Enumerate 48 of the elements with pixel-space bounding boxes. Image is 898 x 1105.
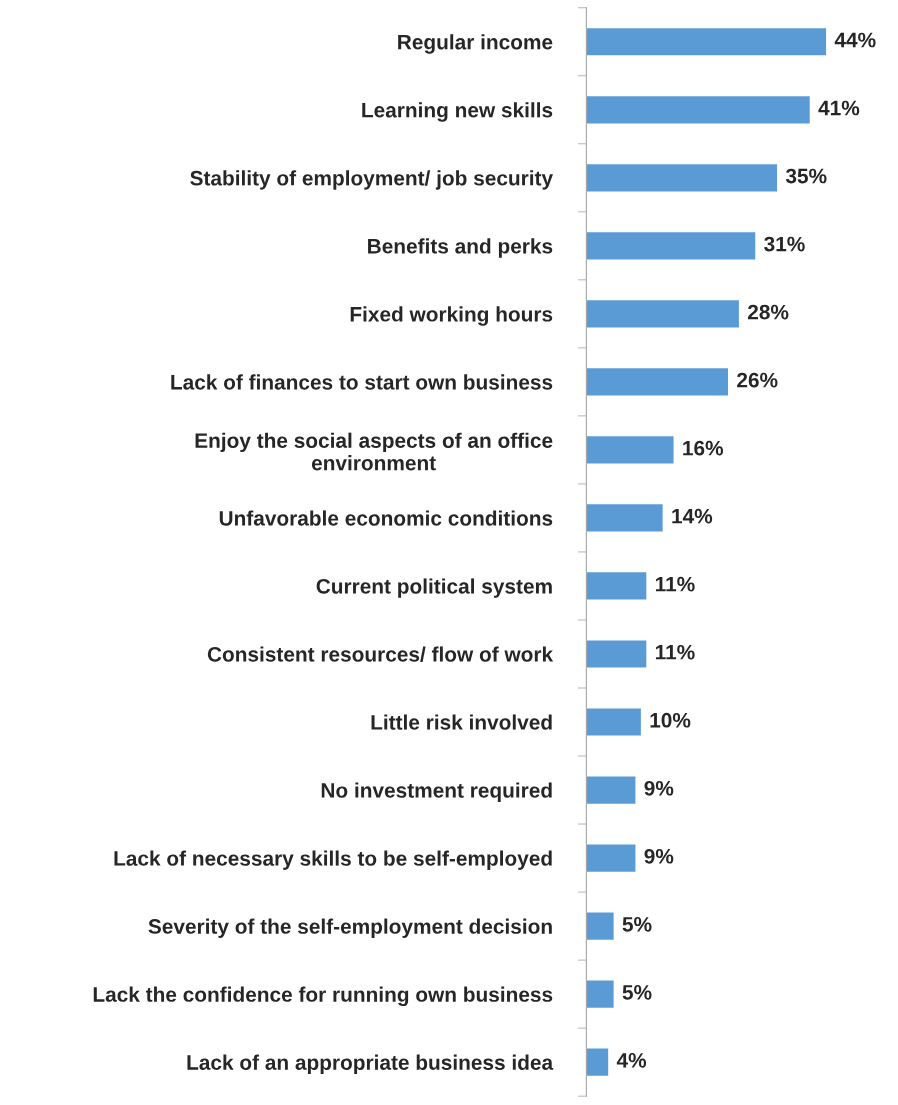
data-label: 4% — [616, 1053, 647, 1068]
y-tick-label: Regular income — [398, 34, 553, 54]
y-tick-label: Lack of finances to start own business — [171, 374, 553, 390]
data-label: 11% — [655, 576, 695, 592]
bar — [586, 164, 778, 192]
y-tick-label: Lack of an appropriate business idea — [187, 1054, 554, 1075]
data-label: 41% — [818, 100, 860, 116]
bar — [586, 1048, 609, 1076]
data-label: 26% — [737, 372, 778, 388]
y-tick-label: No investment required — [321, 782, 552, 802]
data-label: 16% — [683, 440, 724, 456]
y-tick-label: Lack the confidence for running own business — [93, 986, 553, 1007]
data-label: 11% — [655, 644, 695, 660]
data-label: 10% — [650, 712, 691, 728]
y-tick-label: Little risk involved — [371, 714, 552, 730]
y-tick-label: Unfavorable economic conditions — [219, 510, 553, 526]
bar — [586, 232, 756, 260]
bar — [586, 708, 641, 736]
data-label: 9% — [644, 848, 674, 864]
data-label: 9% — [644, 780, 674, 796]
bar — [586, 980, 614, 1008]
bar — [586, 28, 827, 56]
data-label: 14% — [672, 508, 713, 524]
data-label: 5% — [622, 916, 652, 932]
y-tick-label: Current political system — [316, 578, 552, 598]
bar — [586, 436, 674, 464]
bar — [586, 96, 810, 124]
bar — [586, 844, 636, 872]
bar — [586, 504, 663, 532]
bar — [586, 368, 729, 396]
data-label: 28% — [747, 304, 789, 320]
y-tick-label: Benefits and perks — [368, 238, 553, 258]
y-tick-label: Enjoy the social aspects of an office environment — [195, 432, 553, 471]
data-label: 5% — [622, 985, 652, 1000]
y-tick-label: Fixed working hours — [350, 306, 553, 326]
data-label: 35% — [785, 168, 827, 184]
data-label: 31% — [764, 236, 805, 252]
bar — [586, 572, 647, 600]
bar — [586, 640, 647, 668]
bar — [586, 300, 739, 328]
y-tick-label: Learning new skills — [362, 102, 553, 122]
bar — [586, 776, 636, 804]
data-label: 44% — [834, 32, 876, 48]
y-tick-label: Lack of necessary skills to be self-employed — [114, 850, 552, 870]
y-tick-label: Stability of employment/ job security — [190, 170, 553, 190]
bar — [586, 912, 614, 940]
y-tick-label: Consistent resources/ flow of work — [207, 646, 554, 662]
y-tick-label: Severity of the self-employment decision — [148, 918, 552, 938]
